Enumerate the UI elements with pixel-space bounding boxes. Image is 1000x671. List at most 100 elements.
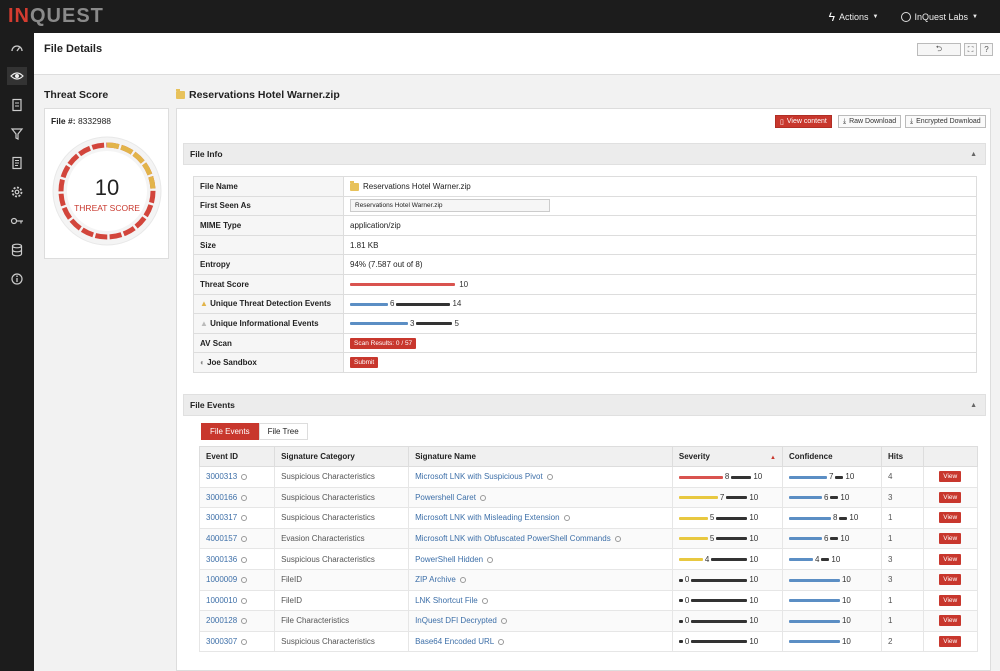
signature-category: Suspicious Characteristics bbox=[274, 548, 410, 570]
expand-button[interactable]: ⛶ bbox=[964, 43, 977, 56]
encrypted-download-button[interactable]: ⤓ Encrypted Download bbox=[905, 115, 986, 128]
warning-icon: ▲ bbox=[200, 299, 208, 309]
submit-button[interactable]: Submit bbox=[350, 357, 379, 369]
signature-category: FileID bbox=[274, 589, 410, 612]
search-icon[interactable] bbox=[241, 494, 248, 501]
collapse-icon[interactable]: ▲ bbox=[970, 401, 977, 409]
view-button[interactable]: View bbox=[939, 594, 962, 606]
view-button[interactable]: View bbox=[939, 636, 962, 648]
search-icon[interactable] bbox=[241, 535, 248, 542]
search-icon[interactable] bbox=[241, 515, 248, 522]
event-id-link[interactable]: 3000317 bbox=[206, 513, 238, 523]
search-icon[interactable] bbox=[481, 597, 488, 604]
view-content-button[interactable]: ▯ View content bbox=[775, 115, 832, 128]
search-icon[interactable] bbox=[546, 474, 553, 481]
signature-name-link[interactable]: Microsoft LNK with Misleading Extension bbox=[415, 513, 560, 523]
view-button[interactable]: View bbox=[939, 512, 962, 524]
hits-value: 1 bbox=[880, 527, 924, 550]
raw-download-button[interactable]: ⤓ Raw Download bbox=[838, 115, 902, 128]
event-id-link[interactable]: 3000136 bbox=[206, 554, 238, 564]
eye-icon[interactable] bbox=[7, 67, 27, 85]
download-icon: ⤓ bbox=[843, 117, 847, 125]
view-button[interactable]: View bbox=[939, 553, 962, 565]
search-icon[interactable] bbox=[487, 556, 494, 563]
view-button[interactable]: View bbox=[939, 615, 962, 627]
actions-menu[interactable]: ϟ Actions ▼ bbox=[828, 9, 879, 24]
gear-icon[interactable] bbox=[7, 183, 27, 201]
signature-name-link[interactable]: PowerShell Hidden bbox=[415, 554, 484, 564]
signature-name-link[interactable]: Microsoft LNK with Suspicious Pivot bbox=[415, 472, 543, 482]
search-icon[interactable] bbox=[241, 577, 248, 584]
signature-category: FileID bbox=[274, 568, 410, 591]
severity-rest-bar bbox=[691, 640, 748, 644]
event-id-link[interactable]: 2000128 bbox=[206, 616, 238, 626]
search-icon[interactable] bbox=[241, 638, 248, 645]
col-confidence[interactable]: Confidence bbox=[781, 446, 882, 467]
signature-category: Suspicious Characteristics bbox=[274, 507, 410, 529]
search-icon[interactable] bbox=[241, 618, 248, 625]
info-triangle-icon: ▲ bbox=[200, 318, 208, 328]
database-icon[interactable] bbox=[7, 241, 27, 259]
search-icon[interactable] bbox=[500, 618, 507, 625]
search-icon[interactable] bbox=[241, 597, 248, 604]
first-seen-field[interactable]: Reservations Hotel Warner.zip bbox=[350, 199, 550, 213]
search-icon[interactable] bbox=[241, 556, 248, 563]
event-id-link[interactable]: 1000010 bbox=[206, 595, 238, 605]
table-row: 3000136 Suspicious Characteristics PowerSh… bbox=[198, 548, 979, 570]
back-button[interactable]: ⮌ bbox=[917, 43, 961, 56]
labs-menu[interactable]: InQuest Labs ▼ bbox=[900, 11, 978, 22]
col-signature-name[interactable]: Signature Name bbox=[408, 446, 673, 467]
view-button[interactable]: View bbox=[939, 533, 962, 545]
event-id-link[interactable]: 3000313 bbox=[206, 472, 238, 482]
top-bar: INQUEST ϟ Actions ▼ InQuest Labs ▼ bbox=[0, 0, 1000, 33]
inquest-logo[interactable]: INQUEST bbox=[8, 5, 104, 27]
severity-max: 10 bbox=[749, 534, 759, 544]
col-severity[interactable]: Severity ▲ bbox=[671, 446, 783, 467]
search-icon[interactable] bbox=[498, 638, 505, 645]
label-unique-threat: ▲ Unique Threat Detection Events bbox=[193, 293, 344, 315]
scan-results-button[interactable]: Scan Results: 0 / 57 bbox=[350, 337, 417, 349]
event-id-link[interactable]: 3000166 bbox=[206, 492, 238, 502]
severity-bar bbox=[678, 496, 718, 500]
severity-value: 5 bbox=[709, 534, 715, 544]
view-button[interactable]: View bbox=[939, 574, 962, 586]
search-icon[interactable] bbox=[241, 474, 248, 481]
table-row: 3000166 Suspicious Characteristics Powersh… bbox=[198, 486, 979, 509]
dashboard-icon[interactable] bbox=[7, 39, 27, 57]
document-icon[interactable] bbox=[7, 96, 27, 114]
signature-name-link[interactable]: ZIP Archive bbox=[415, 575, 456, 585]
search-icon[interactable] bbox=[563, 515, 570, 522]
severity-value: 0 bbox=[684, 616, 690, 626]
search-icon[interactable] bbox=[479, 494, 486, 501]
severity-bar bbox=[678, 516, 708, 520]
col-signature-category[interactable]: Signature Category bbox=[274, 446, 410, 467]
report-icon[interactable] bbox=[7, 154, 27, 172]
col-event-id[interactable]: Event ID bbox=[198, 446, 276, 467]
signature-name-link[interactable]: LNK Shortcut File bbox=[415, 595, 478, 605]
folder-icon bbox=[176, 89, 185, 99]
event-id-link[interactable]: 1000009 bbox=[206, 575, 238, 585]
undo-icon: ⮌ bbox=[935, 43, 943, 53]
filter-icon[interactable] bbox=[7, 125, 27, 143]
signature-name-link[interactable]: InQuest DFI Decrypted bbox=[415, 616, 497, 626]
info-icon[interactable] bbox=[7, 270, 27, 288]
col-hits[interactable]: Hits bbox=[880, 446, 924, 467]
signature-name-link[interactable]: Powershell Caret bbox=[415, 492, 476, 502]
tab-file-events[interactable]: File Events bbox=[201, 423, 259, 440]
signature-name-link[interactable]: Base64 Encoded URL bbox=[415, 637, 495, 647]
view-button[interactable]: View bbox=[939, 471, 962, 483]
threat-score-value: 10 bbox=[95, 175, 119, 200]
event-id-link[interactable]: 4000157 bbox=[206, 534, 238, 544]
collapse-icon[interactable]: ▲ bbox=[970, 150, 977, 158]
tab-file-tree[interactable]: File Tree bbox=[258, 423, 308, 440]
search-icon[interactable] bbox=[459, 577, 466, 584]
severity-rest-bar bbox=[716, 537, 748, 541]
view-button[interactable]: View bbox=[939, 491, 962, 503]
event-id-link[interactable]: 3000307 bbox=[206, 637, 238, 647]
file-info-header[interactable]: File Info ▲ bbox=[183, 143, 986, 165]
search-icon[interactable] bbox=[614, 535, 621, 542]
signature-name-link[interactable]: Microsoft LNK with Obfuscated PowerShell… bbox=[415, 534, 611, 544]
key-icon[interactable] bbox=[7, 212, 27, 230]
help-button[interactable]: ? bbox=[980, 43, 993, 56]
file-events-header[interactable]: File Events ▲ bbox=[183, 394, 986, 416]
